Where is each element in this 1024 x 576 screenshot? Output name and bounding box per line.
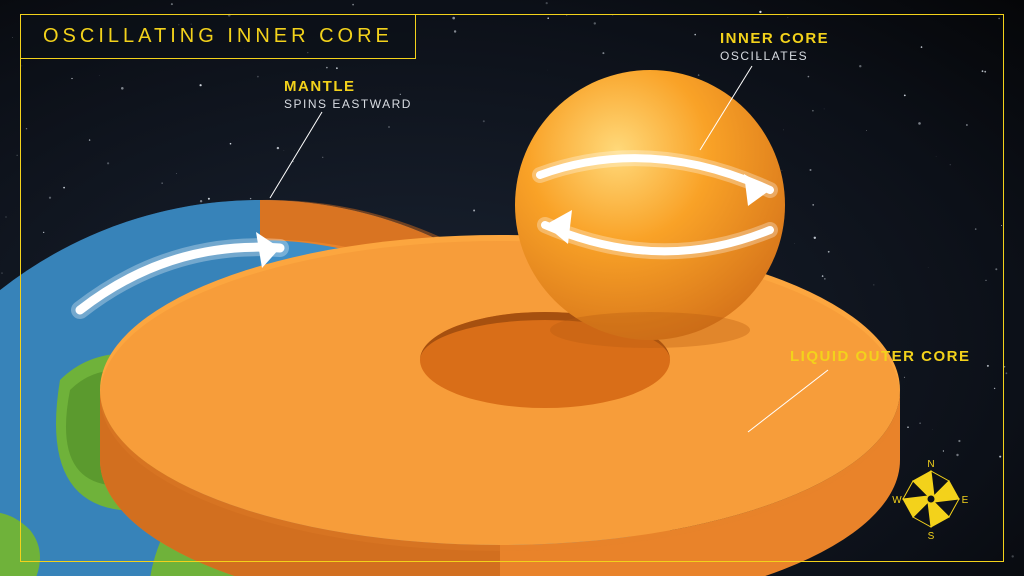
compass-s: S [928, 531, 935, 542]
label-inner-core: INNER CORE OSCILLATES [720, 30, 829, 63]
outer-core-disc [100, 235, 900, 576]
compass-w: W [892, 495, 902, 506]
leader-mantle [270, 112, 322, 198]
earth-layers-diagram [0, 0, 1024, 576]
diagram-title: OSCILLATING INNER CORE [20, 14, 416, 59]
label-outer-core-primary: LIQUID OUTER CORE [790, 348, 971, 365]
label-mantle-primary: MANTLE [284, 78, 412, 95]
label-outer-core: LIQUID OUTER CORE [790, 348, 971, 365]
compass-e: E [962, 495, 969, 506]
label-mantle: MANTLE SPINS EASTWARD [284, 78, 412, 111]
label-inner-core-secondary: OSCILLATES [720, 49, 829, 63]
label-inner-core-primary: INNER CORE [720, 30, 829, 47]
compass-n: N [927, 459, 934, 470]
label-mantle-secondary: SPINS EASTWARD [284, 97, 412, 111]
compass-rose: N E S W [886, 454, 976, 544]
